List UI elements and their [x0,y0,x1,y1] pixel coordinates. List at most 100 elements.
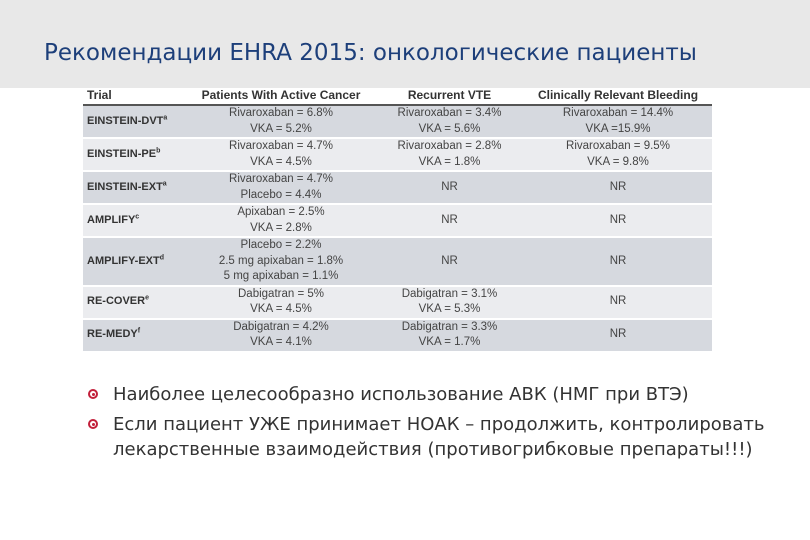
recurrent-vte-cell: NR [375,204,524,238]
cell-line: Dabigatran = 3.3% [401,320,498,333]
cell-line: NR [609,180,627,193]
table-row: EINSTEIN-PEb Rivaroxaban = 4.7% VKA = 4.5%… [83,138,712,172]
bleeding-cell: NR [524,171,712,205]
cell-line: NR [609,295,627,308]
cell-line: 5 mg apixaban = 1.1% [223,270,339,282]
trial-name: RE-MEDY [87,328,138,341]
trial-name: RE-COVER [87,295,146,308]
table-row: AMPLIFYc Apixaban = 2.5% VKA = 2.8% NR NR [83,204,712,238]
cell-line: Rivaroxaban = 3.4% [397,107,502,119]
table-body: EINSTEIN-DVTa Rivaroxaban = 6.8% VKA = 5.2… [83,105,712,353]
bleeding-cell: Rivaroxaban = 14.4% VKA =15.9% [524,105,712,139]
cell-line: Placebo = 4.4% [240,188,322,201]
table-row: RE-COVERe Dabigatran = 5% VKA = 4.5% Dabiga… [83,285,712,320]
trial-table: Trial Patients With Active Cancer Recurr… [83,86,712,353]
bleeding-cell: Rivaroxaban = 9.5% VKA = 9.8% [524,138,712,172]
recurrent-vte-cell: Rivaroxaban = 2.8% VKA = 1.8% [375,138,524,172]
bullet-icon [88,389,98,399]
trial-name: EINSTEIN-PE [87,147,157,160]
active-cancer-cell: Rivaroxaban = 4.7% VKA = 4.5% [187,138,375,172]
header-trial: Trial [83,86,187,106]
bullet-icon [88,419,98,429]
recurrent-vte-cell: Dabigatran = 3.3% VKA = 1.7% [375,318,524,353]
active-cancer-cell: Rivaroxaban = 4.7% Placebo = 4.4% [187,171,375,205]
cell-line: NR [441,254,458,267]
cell-line: Rivaroxaban = 2.8% [397,140,502,152]
trial-table-container: Trial Patients With Active Cancer Recurr… [83,86,712,353]
bullet-text: Наиболее целесообразно использование АВК… [113,384,689,405]
cell-line: VKA = 1.8% [418,155,481,168]
table-row: AMPLIFY-EXTd Placebo = 2.2% 2.5 mg apixaba… [83,237,712,287]
header-bleeding: Clinically Relevant Bleeding [524,86,712,106]
active-cancer-cell: Rivaroxaban = 6.8% VKA = 5.2% [187,105,375,139]
trial-name: EINSTEIN-EXT [87,180,163,193]
recurrent-vte-cell: Rivaroxaban = 3.4% VKA = 5.6% [375,105,524,139]
cell-line: VKA =15.9% [585,122,651,135]
trial-name-cell: EINSTEIN-EXTa [83,171,187,205]
cell-line: Apixaban = 2.5% [237,206,325,218]
cell-line: Rivaroxaban = 4.7% [229,140,333,152]
table-row: EINSTEIN-DVTa Rivaroxaban = 6.8% VKA = 5.2… [83,105,712,139]
bleeding-cell: NR [524,204,712,238]
cell-line: Rivaroxaban = 6.8% [229,107,333,119]
header-recurrent-vte: Recurrent VTE [375,86,524,106]
bullet-list: Наиболее целесообразно использование АВК… [88,382,788,467]
cell-line: Dabigatran = 3.1% [401,287,498,300]
table-row: RE-MEDYf Dabigatran = 4.2% VKA = 4.1% Dabig… [83,318,712,353]
cell-line: Dabigatran = 5% [238,287,324,300]
recurrent-vte-cell: NR [375,171,524,205]
active-cancer-cell: Dabigatran = 5% VKA = 4.5% [187,285,375,320]
trial-reference: e [145,294,149,302]
trial-reference: a [162,180,167,188]
bullet-text: Если пациент УЖЕ принимает НОАК – продол… [113,414,765,460]
trial-reference: d [159,253,165,261]
trial-name-cell: AMPLIFYc [83,204,187,238]
trial-reference: c [135,213,140,221]
cell-line: Placebo = 2.2% [240,239,322,251]
trial-name-cell: RE-COVERe [83,285,187,320]
cell-line: NR [441,213,458,226]
trial-reference: a [163,114,168,122]
trial-reference: b [156,147,161,155]
cell-line: NR [609,254,627,267]
cell-line: 2.5 mg apixaban = 1.8% [218,254,344,267]
cell-line: VKA = 2.8% [250,221,312,234]
cell-line: Rivaroxaban = 14.4% [562,107,674,119]
table-row: EINSTEIN-EXTa Rivaroxaban = 4.7% Placebo =… [83,171,712,205]
cell-line: VKA = 4.5% [250,155,312,168]
cell-line: Rivaroxaban = 9.5% [566,140,670,152]
header-active-cancer: Patients With Active Cancer [187,86,375,106]
trial-name: AMPLIFY-EXT [87,254,160,267]
bleeding-cell: NR [524,237,712,287]
trial-name-cell: AMPLIFY-EXTd [83,237,187,287]
table-header-row: Trial Patients With Active Cancer Recurr… [83,86,712,106]
cell-line: NR [609,213,627,226]
title-bar: Рекомендации EHRA 2015: онкологические п… [0,0,810,88]
cell-line: VKA = 9.8% [587,155,649,168]
cell-line: Rivaroxaban = 4.7% [229,173,333,185]
cell-line: VKA = 4.5% [250,303,312,315]
trial-name: AMPLIFY [87,213,136,226]
bleeding-cell: NR [524,285,712,320]
cell-line: VKA = 1.7% [418,336,481,348]
trial-reference: f [137,327,141,335]
trial-name-cell: EINSTEIN-PEb [83,138,187,172]
recurrent-vte-cell: NR [375,237,524,287]
trial-name-cell: EINSTEIN-DVTa [83,105,187,139]
bullet-item: Наиболее целесообразно использование АВК… [88,382,788,407]
trial-name-cell: RE-MEDYf [83,318,187,353]
slide-title: Рекомендации EHRA 2015: онкологические п… [44,40,697,66]
active-cancer-cell: Dabigatran = 4.2% VKA = 4.1% [187,318,375,353]
cell-line: VKA = 5.6% [418,122,481,135]
bleeding-cell: NR [524,318,712,353]
active-cancer-cell: Apixaban = 2.5% VKA = 2.8% [187,204,375,238]
cell-line: NR [441,180,458,193]
cell-line: NR [609,328,627,341]
active-cancer-cell: Placebo = 2.2% 2.5 mg apixaban = 1.8% 5 mg… [187,237,375,287]
cell-line: VKA = 4.1% [250,336,312,348]
cell-line: Dabigatran = 4.2% [233,320,329,333]
cell-line: VKA = 5.2% [250,122,312,135]
cell-line: VKA = 5.3% [418,303,481,315]
trial-name: EINSTEIN-DVT [87,114,164,127]
bullet-item: Если пациент УЖЕ принимает НОАК – продол… [88,412,788,462]
